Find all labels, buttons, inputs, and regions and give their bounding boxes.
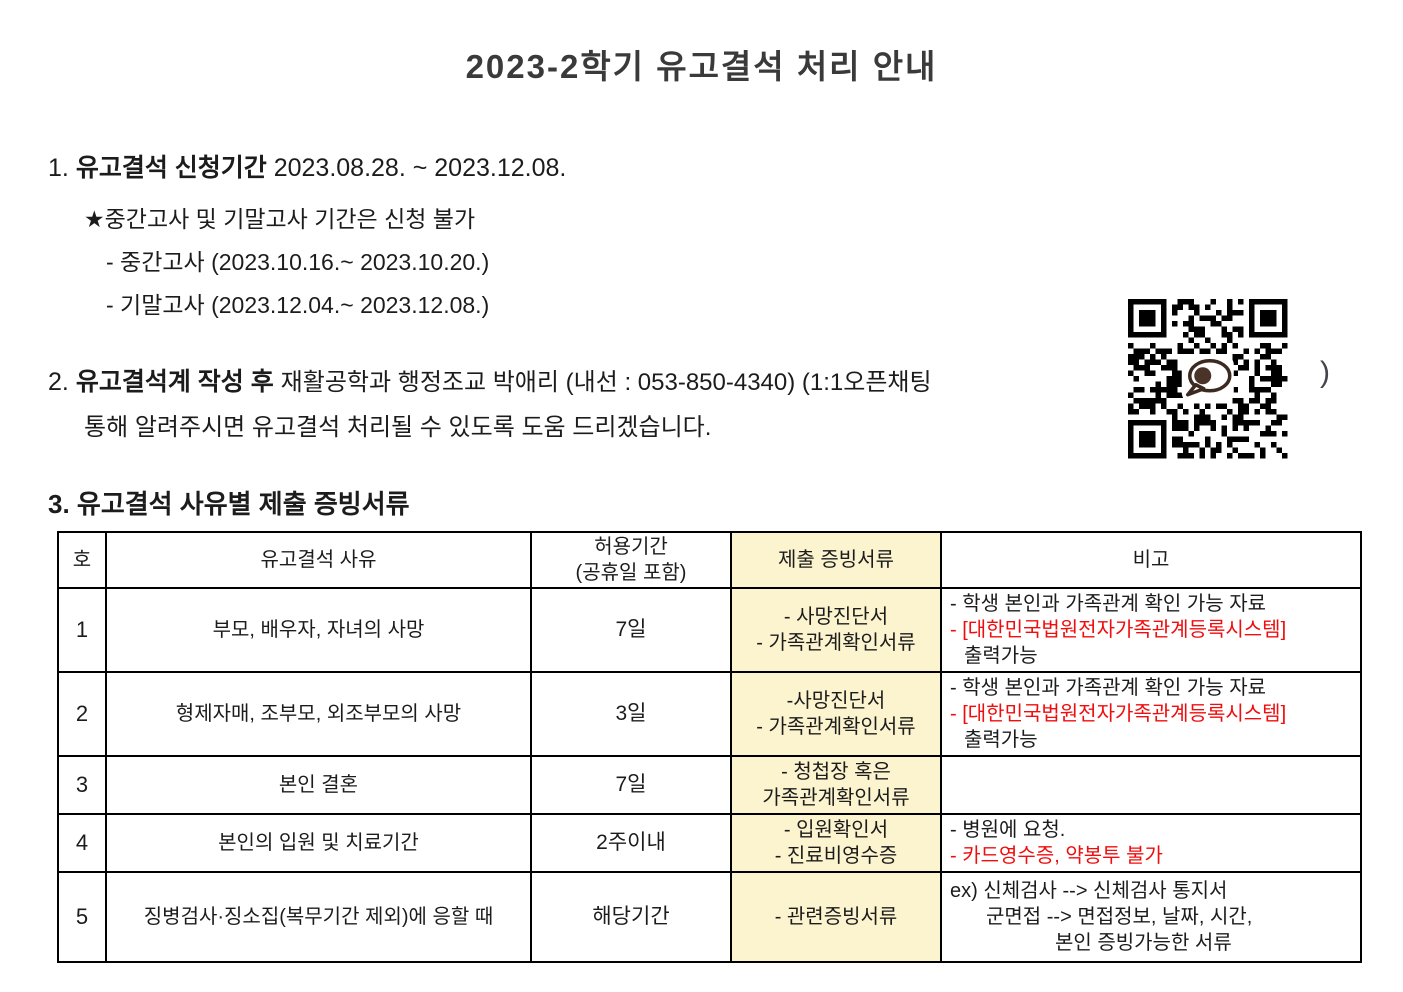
remarks: - 학생 본인과 가족관계 확인 가능 자료 - [대한민국법원전자가족관계등록시… bbox=[940, 671, 1362, 757]
section2-title: 유고결석계 작성 후 bbox=[75, 368, 274, 396]
col-header-period-line2: (공휴일 포함) bbox=[575, 562, 687, 584]
section3-heading: 3. 유고결석 사유별 제출 증빙서류 bbox=[48, 489, 410, 519]
remarks: - 병원에 요청. - 카드영수증, 약봉투 불가 bbox=[940, 813, 1362, 873]
table-row: 4 본인의 입원 및 치료기간 2주이내 - 입원확인서 - 진료비영수증 - 병원에 요… bbox=[57, 813, 1362, 873]
row-number: 3 bbox=[57, 755, 107, 815]
absence-reason: 형제자매, 조부모, 외조부모의 사망 bbox=[105, 671, 532, 757]
remark-line: - 학생 본인과 가족관계 확인 가능 자료 bbox=[950, 593, 1266, 615]
remark-line: 군면접 --> 면접정보, 날짜, 시간, bbox=[986, 906, 1253, 928]
absence-reason: 본인 결혼 bbox=[105, 755, 532, 815]
remark-line: 본인 증빙가능한 서류 bbox=[1055, 932, 1232, 954]
col-header-documents: 제출 증빙서류 bbox=[730, 531, 942, 589]
row-number: 1 bbox=[57, 587, 107, 673]
remark-line: - 병원에 요청. bbox=[950, 819, 1066, 841]
allowed-period: 2주이내 bbox=[530, 813, 732, 873]
kakao-openchat-qr-icon bbox=[1128, 299, 1290, 459]
row-number: 2 bbox=[57, 671, 107, 757]
allowed-period: 3일 bbox=[530, 671, 732, 757]
col-header-reason: 유고결석 사유 bbox=[105, 531, 532, 589]
row-number: 5 bbox=[57, 871, 107, 963]
section2-contact-text: 재활공학과 행정조교 박애리 (내선 : 053-850-4340) (1:1오… bbox=[280, 369, 932, 396]
remark-line: - 카드영수증, 약봉투 불가 bbox=[950, 845, 1163, 867]
section1-dates: 2023.08.28. ~ 2023.12.08. bbox=[273, 154, 567, 182]
allowed-period: 7일 bbox=[530, 755, 732, 815]
allowed-period: 해당기간 bbox=[530, 871, 732, 963]
remark-line: - 학생 본인과 가족관계 확인 가능 자료 bbox=[950, 677, 1266, 699]
table-row: 5 징병검사·징소집(복무기간 제외)에 응할 때 해당기간 - 관련증빙서류 ex) … bbox=[57, 871, 1362, 963]
page-title: 2023-2학기 유고결석 처리 안내 bbox=[465, 48, 938, 85]
section1-midterm-item: - 중간고사 (2023.10.16.~ 2023.10.20.) bbox=[106, 249, 490, 275]
remark-line: - [대한민국법원전자가족관계등록시스템] bbox=[950, 619, 1287, 641]
document-line: - 관련증빙서류 bbox=[774, 906, 898, 928]
section2-heading: 2. 유고결석계 작성 후 재활공학과 행정조교 박애리 (내선 : 053-8… bbox=[48, 362, 932, 398]
document-line: - 청첩장 혹은 bbox=[781, 761, 891, 783]
table-row: 2 형제자매, 조부모, 외조부모의 사망 3일 -사망진단서 - 가족관계확인서류 - … bbox=[57, 671, 1362, 757]
document-line: - 진료비영수증 bbox=[774, 845, 898, 867]
col-header-number: 호 bbox=[57, 531, 107, 589]
remarks: - 학생 본인과 가족관계 확인 가능 자료 - [대한민국법원전자가족관계등록시… bbox=[940, 587, 1362, 673]
absence-reasons-table: 호 유고결석 사유 허용기간 (공휴일 포함) 제출 증빙서류 비고 1 부모, … bbox=[57, 531, 1362, 963]
required-documents: - 입원확인서 - 진료비영수증 bbox=[730, 813, 942, 873]
table-row: 3 본인 결혼 7일 - 청첩장 혹은 가족관계확인서류 bbox=[57, 755, 1362, 815]
document-line: - 입원확인서 bbox=[783, 819, 889, 841]
required-documents: - 관련증빙서류 bbox=[730, 871, 942, 963]
required-documents: - 사망진단서 - 가족관계확인서류 bbox=[730, 587, 942, 673]
section1-final-item: - 기말고사 (2023.12.04.~ 2023.12.08.) bbox=[106, 292, 490, 318]
required-documents: -사망진단서 - 가족관계확인서류 bbox=[730, 671, 942, 757]
document-line: 가족관계확인서류 bbox=[762, 787, 910, 809]
remark-line: 출력가능 bbox=[964, 645, 1038, 667]
document-line: - 가족관계확인서류 bbox=[756, 716, 916, 738]
table-header-row: 호 유고결석 사유 허용기간 (공휴일 포함) 제출 증빙서류 비고 bbox=[57, 531, 1362, 589]
absence-reason: 징병검사·징소집(복무기간 제외)에 응할 때 bbox=[105, 871, 532, 963]
col-header-period: 허용기간 (공휴일 포함) bbox=[530, 531, 732, 589]
section2-closing-paren: ) bbox=[1320, 356, 1330, 389]
section1-number: 1. bbox=[48, 154, 69, 182]
absence-reason: 부모, 배우자, 자녀의 사망 bbox=[105, 587, 532, 673]
document-line: - 사망진단서 bbox=[783, 606, 889, 628]
col-header-remarks: 비고 bbox=[940, 531, 1362, 589]
section1-title: 유고결석 신청기간 bbox=[75, 154, 267, 182]
section2-number: 2. bbox=[48, 368, 69, 396]
absence-reason: 본인의 입원 및 치료기간 bbox=[105, 813, 532, 873]
document-line: -사망진단서 bbox=[786, 690, 886, 712]
allowed-period: 7일 bbox=[530, 587, 732, 673]
section2-line2: 통해 알려주시면 유고결석 처리될 수 있도록 도움 드리겠습니다. bbox=[84, 414, 712, 441]
col-header-period-line1: 허용기간 bbox=[594, 536, 668, 558]
table-row: 1 부모, 배우자, 자녀의 사망 7일 - 사망진단서 - 가족관계확인서류 - 학생 … bbox=[57, 587, 1362, 673]
remarks bbox=[940, 755, 1362, 815]
remark-line: 출력가능 bbox=[964, 729, 1038, 751]
section1-note: ★중간고사 및 기말고사 기간은 신청 불가 bbox=[84, 206, 476, 232]
remark-line: ex) 신체검사 --> 신체검사 통지서 bbox=[950, 880, 1228, 902]
remark-line: - [대한민국법원전자가족관계등록시스템] bbox=[950, 703, 1287, 725]
section1-heading: 1. 유고결석 신청기간 2023.08.28. ~ 2023.12.08. bbox=[48, 148, 566, 184]
document-line: - 가족관계확인서류 bbox=[756, 632, 916, 654]
row-number: 4 bbox=[57, 813, 107, 873]
